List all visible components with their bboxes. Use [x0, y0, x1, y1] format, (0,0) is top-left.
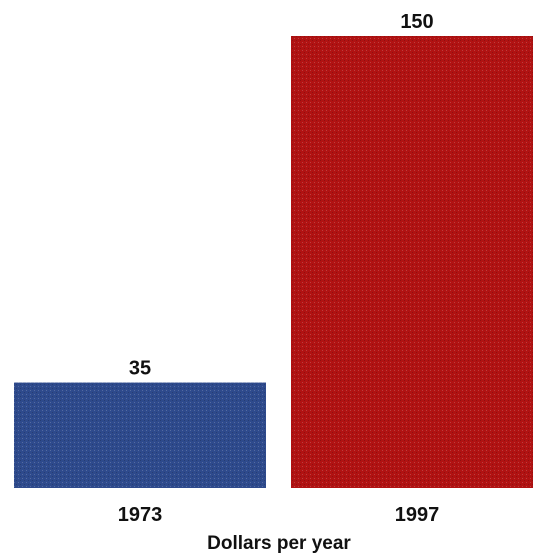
- x-axis-title: Dollars per year: [207, 533, 351, 554]
- bar-texture-1997: [291, 36, 533, 488]
- bars-layer: 35 1973 150 1997: [14, 11, 533, 526]
- bar-texture-1973: [14, 382, 266, 488]
- category-label-1997: 1997: [395, 504, 440, 526]
- value-label-1997: 150: [400, 11, 433, 33]
- category-label-1973: 1973: [118, 504, 163, 526]
- value-label-1973: 35: [129, 358, 151, 380]
